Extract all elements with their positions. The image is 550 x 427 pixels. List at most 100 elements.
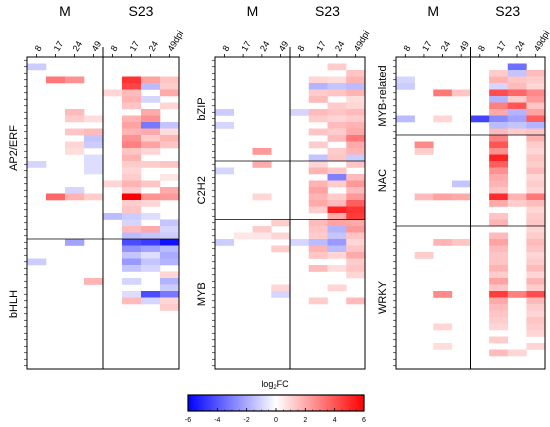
heatmap-cell <box>526 115 546 123</box>
heatmap-cell <box>141 161 161 168</box>
heatmap-cell <box>308 109 328 116</box>
column-label: 24 <box>439 39 453 53</box>
heatmap-cell <box>327 115 347 123</box>
colorbar-tick-label: -4 <box>214 417 220 424</box>
heatmap-cell <box>308 115 328 123</box>
heatmap-cell <box>122 102 142 110</box>
heatmap-cell <box>122 122 142 129</box>
heatmap-cell <box>526 122 546 129</box>
heatmap-cell <box>526 167 546 175</box>
heatmap-cell <box>433 239 453 246</box>
heatmap-cell <box>141 200 161 207</box>
column-label: 49dpi <box>352 29 372 53</box>
heatmap-cell <box>160 291 180 298</box>
heatmap-cell <box>65 115 85 123</box>
heatmap-cell <box>308 128 328 136</box>
colorbar-tick-label: 6 <box>362 417 366 424</box>
heatmap-cell <box>507 109 527 116</box>
heatmap-panel-1: M S23 8 17 24 49 8 17 24 49dpi AP2/ERF bHLH <box>8 3 186 370</box>
heatmap-cell <box>160 252 180 259</box>
heatmap-cell <box>46 76 66 84</box>
heatmap-cell <box>122 83 142 90</box>
row-group-label: WRKY <box>377 280 389 314</box>
heatmap-cell <box>346 161 366 168</box>
heatmap-cell <box>160 226 180 233</box>
heatmap-cell <box>507 76 527 84</box>
group-label: S23 <box>495 3 520 19</box>
heatmap-cell <box>327 167 347 175</box>
heatmap-cell <box>526 317 546 324</box>
heatmap-cell <box>308 161 328 168</box>
heatmap-cell <box>141 245 161 253</box>
heatmap-cell <box>27 258 47 266</box>
heatmap-cell <box>526 213 546 220</box>
heatmap-cell <box>346 122 366 129</box>
heatmap-cell <box>122 297 142 305</box>
heatmap-cell <box>160 76 180 84</box>
heatmap-cell <box>526 70 546 77</box>
heatmap-cell <box>160 83 180 90</box>
heatmap-cell <box>451 239 471 246</box>
heatmap-cell <box>65 239 85 246</box>
heatmap-cell <box>215 239 235 246</box>
column-label: 24 <box>147 39 161 53</box>
colorbar-tick-label: -6 <box>185 417 191 424</box>
heatmap-cell <box>233 232 253 240</box>
heatmap-cell <box>327 226 347 233</box>
heatmap-cell <box>526 304 546 311</box>
heatmap-cell <box>526 239 546 246</box>
heatmap-cell <box>141 258 161 266</box>
column-label: 8 <box>401 44 412 53</box>
column-label: 17 <box>420 39 434 53</box>
heatmap-cell <box>526 154 546 162</box>
column-label: 49dpi <box>532 29 550 53</box>
heatmap-cell <box>489 187 509 194</box>
heatmap-cell <box>396 115 415 123</box>
heatmap-cell <box>526 219 546 227</box>
heatmap-cell <box>526 297 546 305</box>
heatmap-cell <box>160 278 180 285</box>
heatmap-cell <box>122 265 142 272</box>
heatmap-cell <box>507 83 527 90</box>
heatmap-cell <box>489 336 509 344</box>
heatmap-cell <box>489 96 509 103</box>
heatmap-cell <box>27 63 47 71</box>
heatmap-cell <box>346 213 366 220</box>
heatmap-cell <box>84 161 104 168</box>
heatmap-cell <box>489 154 509 162</box>
heatmap-cell <box>433 343 453 350</box>
heatmap-cell <box>451 89 471 97</box>
heatmap-cell <box>141 115 161 123</box>
column-label: 49 <box>457 39 471 53</box>
heatmap-cell <box>122 96 142 103</box>
heatmap-cell <box>526 284 546 292</box>
heatmap-cell <box>141 297 161 305</box>
heatmap-cell <box>489 102 509 110</box>
heatmap-cell <box>160 122 180 129</box>
heatmap-cell <box>122 154 142 162</box>
heatmap-cell <box>308 206 328 214</box>
column-label: 49 <box>90 39 104 53</box>
heatmap-cell <box>160 102 180 110</box>
heatmap-cell <box>526 278 546 285</box>
heatmap-cell <box>122 200 142 207</box>
heatmap-cell <box>346 219 366 227</box>
heatmap-cell <box>526 343 546 350</box>
heatmap-cell <box>327 109 347 116</box>
heatmap-cell <box>489 271 509 279</box>
heatmap-cell <box>308 96 328 103</box>
heatmap-cell <box>346 239 366 246</box>
heatmap-cell <box>507 96 527 103</box>
group-label: M <box>59 3 71 19</box>
heatmap-cell <box>308 154 328 162</box>
heatmap-cell <box>160 187 180 194</box>
heatmap-cell <box>327 148 347 155</box>
heatmap-cell <box>489 76 509 84</box>
heatmap-cell <box>308 193 328 201</box>
column-label: 49dpi <box>166 29 186 53</box>
heatmap-cell <box>346 232 366 240</box>
column-label: 8 <box>220 44 231 53</box>
heatmap-cell <box>308 200 328 207</box>
heatmap-cell <box>290 109 310 116</box>
